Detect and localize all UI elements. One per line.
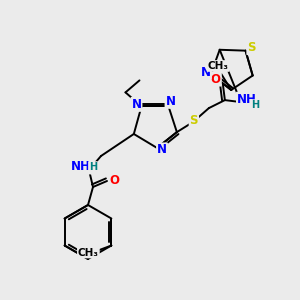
Text: CH₃: CH₃ xyxy=(208,61,229,71)
Text: O: O xyxy=(211,73,221,85)
Text: H: H xyxy=(89,162,97,172)
Text: NH: NH xyxy=(237,93,257,106)
Text: N: N xyxy=(131,98,142,111)
Text: H: H xyxy=(251,100,259,110)
Text: S: S xyxy=(247,41,256,54)
Text: S: S xyxy=(190,114,198,127)
Text: CH₃: CH₃ xyxy=(78,248,99,257)
Text: N: N xyxy=(157,143,167,156)
Text: N: N xyxy=(201,66,211,79)
Text: O: O xyxy=(109,175,119,188)
Text: N: N xyxy=(166,95,176,108)
Text: NH: NH xyxy=(71,160,91,173)
